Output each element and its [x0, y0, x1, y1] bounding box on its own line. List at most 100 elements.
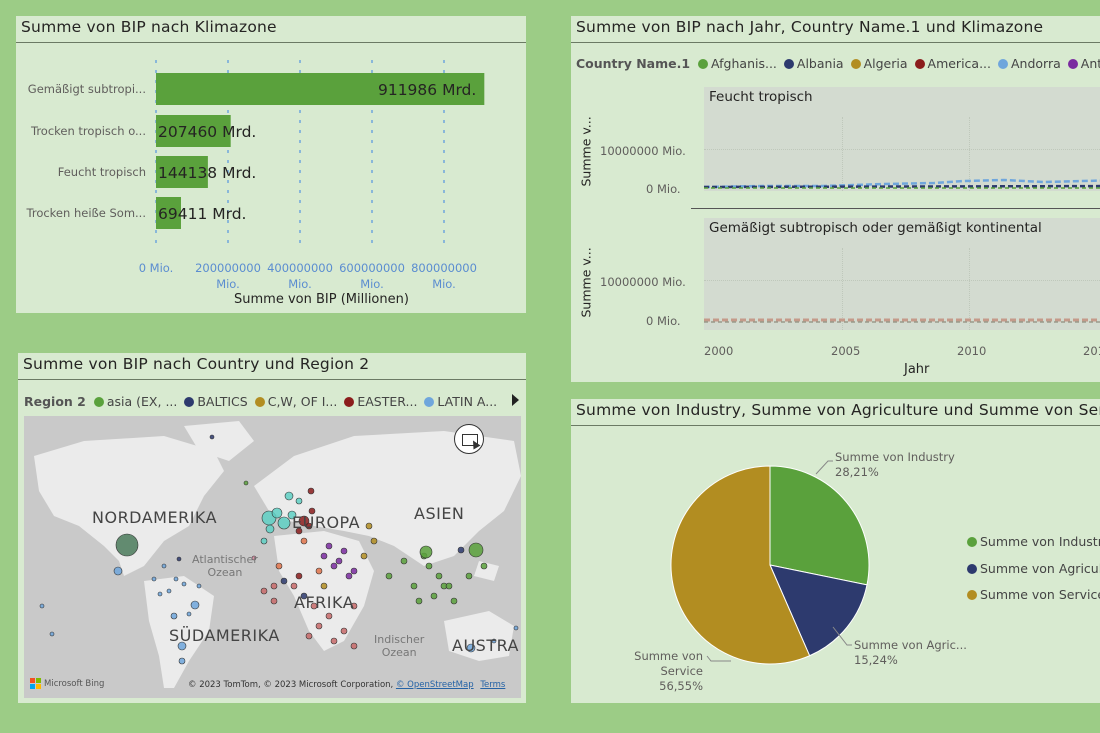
country-bubble[interactable]: [370, 537, 378, 545]
pie-slice[interactable]: [769, 564, 868, 657]
country-bubble[interactable]: [295, 527, 303, 535]
country-bubble[interactable]: [170, 612, 178, 620]
bip-country-map-panel[interactable]: Summe von BIP nach Country und Region 2 …: [18, 353, 526, 703]
sector-pie-panel[interactable]: Summe von Industry, Summe von Agricultur…: [571, 399, 1100, 703]
legend-item[interactable]: America...: [914, 56, 991, 71]
country-bubble[interactable]: [166, 588, 172, 594]
legend-item[interactable]: asia (EX, ...: [93, 394, 177, 409]
country-bubble[interactable]: [466, 643, 476, 653]
terms-link[interactable]: Terms: [480, 680, 506, 690]
country-bubble[interactable]: [300, 537, 308, 545]
country-bubble[interactable]: [290, 582, 298, 590]
country-bubble[interactable]: [186, 611, 192, 617]
legend-item[interactable]: EASTER...: [344, 394, 417, 409]
country-bubble[interactable]: [271, 507, 283, 519]
country-bubble[interactable]: [325, 542, 333, 550]
country-bubble[interactable]: [445, 582, 453, 590]
country-bubble[interactable]: [157, 591, 163, 597]
legend-item[interactable]: Antigu: [1067, 56, 1100, 71]
country-bubble[interactable]: [39, 603, 45, 609]
country-bubble[interactable]: [325, 612, 333, 620]
legend-item[interactable]: Albania: [783, 56, 844, 71]
country-bubble[interactable]: [115, 533, 139, 557]
country-bubble[interactable]: [305, 632, 313, 640]
country-bubble[interactable]: [270, 597, 278, 605]
bar[interactable]: [156, 73, 485, 105]
country-bubble[interactable]: [320, 552, 328, 560]
pie-slice[interactable]: [769, 465, 870, 586]
country-bubble[interactable]: [480, 562, 488, 570]
country-bubble[interactable]: [400, 557, 408, 565]
country-bubble[interactable]: [415, 597, 423, 605]
country-bubble[interactable]: [251, 555, 257, 561]
country-bubble[interactable]: [196, 583, 202, 589]
bip-jahr-panel[interactable]: Summe von BIP nach Jahr, Country Name.1 …: [571, 16, 1100, 382]
country-bubble[interactable]: [310, 602, 318, 610]
country-bubble[interactable]: [430, 592, 438, 600]
country-bubble[interactable]: [298, 515, 310, 527]
bar[interactable]: [156, 115, 231, 147]
country-bubble[interactable]: [425, 562, 433, 570]
country-bubble[interactable]: [340, 627, 348, 635]
country-bubble[interactable]: [177, 641, 187, 651]
legend-item[interactable]: Andorra: [998, 56, 1061, 71]
country-bubble[interactable]: [295, 572, 303, 580]
country-bubble[interactable]: [345, 572, 353, 580]
country-bubble[interactable]: [181, 581, 187, 587]
country-bubble[interactable]: [419, 545, 433, 559]
country-bubble[interactable]: [270, 582, 278, 590]
country-bubble[interactable]: [260, 537, 268, 545]
legend-item[interactable]: Afghanis...: [698, 56, 777, 71]
country-bubble[interactable]: [385, 572, 393, 580]
country-bubble[interactable]: [243, 480, 249, 486]
osm-link[interactable]: © OpenStreetMap: [395, 680, 474, 690]
country-bubble[interactable]: [435, 572, 443, 580]
country-bubble[interactable]: [340, 547, 348, 555]
country-bubble[interactable]: [365, 522, 373, 530]
country-bubble[interactable]: [190, 600, 200, 610]
bar[interactable]: [156, 156, 208, 188]
country-bubble[interactable]: [151, 576, 157, 582]
country-bubble[interactable]: [410, 582, 418, 590]
legend-item[interactable]: Algeria: [850, 56, 908, 71]
country-bubble[interactable]: [360, 552, 368, 560]
country-bubble[interactable]: [335, 557, 343, 565]
map-canvas[interactable]: NORDAMERIKA EUROPA ASIEN AFRIKA SÜDAMERI…: [24, 416, 521, 698]
legend-next-arrow[interactable]: [512, 394, 519, 406]
country-bubble[interactable]: [457, 546, 465, 554]
country-bubble[interactable]: [277, 516, 291, 530]
country-bubble[interactable]: [300, 592, 308, 600]
pie-slice[interactable]: [670, 465, 811, 665]
country-bubble[interactable]: [491, 638, 497, 644]
legend-item[interactable]: Summe von Service: [967, 582, 1100, 609]
legend-item[interactable]: LATIN A...: [424, 394, 497, 409]
country-bubble[interactable]: [308, 507, 316, 515]
country-bubble[interactable]: [465, 572, 473, 580]
country-bubble[interactable]: [209, 434, 215, 440]
country-bubble[interactable]: [468, 542, 484, 558]
country-bubble[interactable]: [350, 642, 358, 650]
country-bubble[interactable]: [450, 597, 458, 605]
country-bubble[interactable]: [284, 491, 294, 501]
country-bubble[interactable]: [173, 576, 179, 582]
country-bubble[interactable]: [330, 562, 338, 570]
country-bubble[interactable]: [350, 567, 358, 575]
country-bubble[interactable]: [305, 522, 313, 530]
country-bubble[interactable]: [315, 567, 323, 575]
country-bubble[interactable]: [260, 587, 268, 595]
bar[interactable]: [156, 197, 181, 229]
country-bubble[interactable]: [307, 487, 315, 495]
legend-item[interactable]: Summe von Agricult: [967, 556, 1100, 583]
country-bubble[interactable]: [113, 566, 123, 576]
country-bubble[interactable]: [513, 625, 519, 631]
legend-item[interactable]: Summe von Industry: [967, 529, 1100, 556]
country-bubble[interactable]: [275, 562, 283, 570]
legend-item[interactable]: BALTICS: [184, 394, 248, 409]
country-bubble[interactable]: [295, 497, 303, 505]
country-bubble[interactable]: [287, 510, 297, 520]
country-bubble[interactable]: [320, 582, 328, 590]
country-bubble[interactable]: [49, 631, 55, 637]
select-area-icon[interactable]: [454, 424, 484, 454]
country-bubble[interactable]: [315, 622, 323, 630]
legend-item[interactable]: C,W, OF I...: [254, 394, 337, 409]
